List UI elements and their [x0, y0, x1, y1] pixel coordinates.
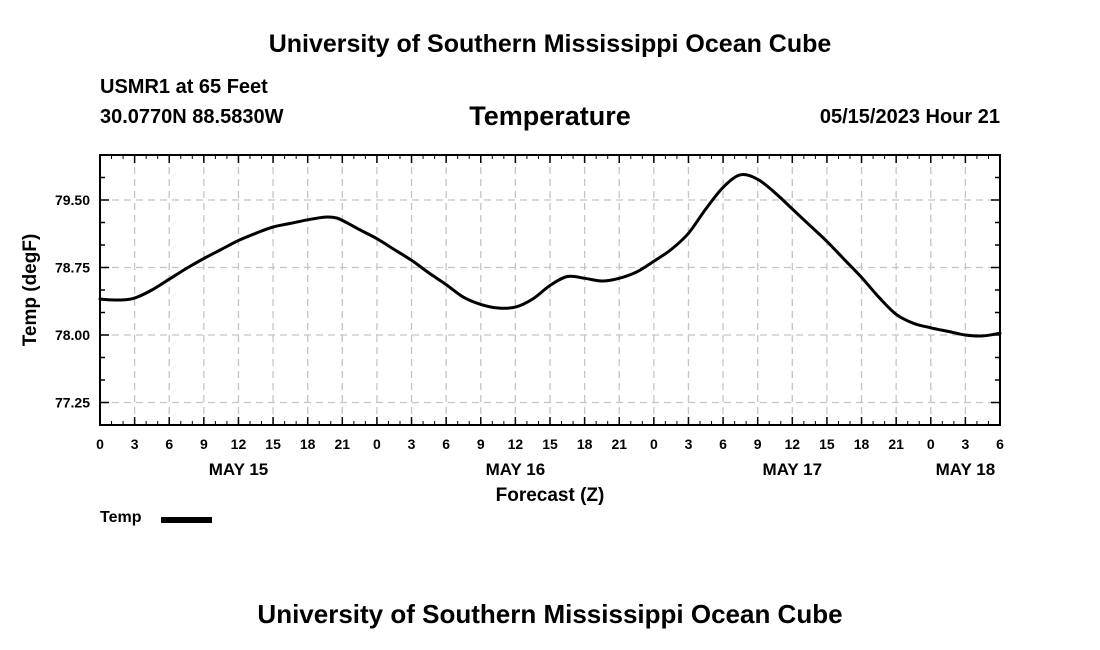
- legend-label: Temp: [100, 509, 142, 526]
- y-tick-label: 77.25: [55, 395, 90, 411]
- y-tick-label: 78.75: [55, 260, 90, 276]
- temp-series-line: [98, 172, 1002, 338]
- y-tick-label: 78.00: [55, 327, 90, 343]
- x-date-label: MAY 15: [209, 460, 269, 479]
- x-tick-label: 12: [231, 436, 247, 452]
- x-tick-label: 6: [996, 436, 1004, 452]
- x-tick-label: 12: [785, 436, 801, 452]
- x-tick-label: 9: [477, 436, 485, 452]
- x-tick-label: 0: [96, 436, 104, 452]
- x-tick-label: 6: [165, 436, 173, 452]
- x-tick-label: 21: [888, 436, 904, 452]
- x-date-label: MAY 18: [936, 460, 996, 479]
- x-tick-label: 21: [335, 436, 351, 452]
- legend-swatch: [161, 517, 212, 523]
- x-tick-label: 9: [754, 436, 762, 452]
- x-tick-label: 12: [508, 436, 524, 452]
- x-tick-label: 15: [542, 436, 558, 452]
- x-tick-label: 6: [719, 436, 727, 452]
- x-date-label: MAY 17: [763, 460, 823, 479]
- station-label: USMR1 at 65 Feet: [100, 76, 268, 98]
- datetime-label: 05/15/2023 Hour 21: [819, 106, 1000, 128]
- x-tick-label: 6: [442, 436, 450, 452]
- x-tick-label: 15: [265, 436, 281, 452]
- x-tick-label: 0: [373, 436, 381, 452]
- x-tick-label: 3: [131, 436, 139, 452]
- x-axis-title: Forecast (Z): [496, 485, 605, 506]
- x-tick-label: 0: [650, 436, 658, 452]
- y-tick-label: 79.50: [55, 192, 90, 208]
- x-tick-label: 3: [961, 436, 969, 452]
- chart-title: Temperature: [469, 101, 631, 131]
- x-tick-label: 3: [408, 436, 416, 452]
- x-tick-label: 9: [200, 436, 208, 452]
- x-tick-label: 3: [685, 436, 693, 452]
- x-tick-label: 18: [577, 436, 593, 452]
- x-tick-label: 21: [611, 436, 627, 452]
- x-tick-label: 18: [854, 436, 870, 452]
- x-date-label: MAY 16: [486, 460, 546, 479]
- x-tick-label: 0: [927, 436, 935, 452]
- y-axis-title: Temp (degF): [20, 234, 41, 347]
- footer-title: University of Southern Mississippi Ocean…: [257, 599, 843, 629]
- chart-header-title: University of Southern Mississippi Ocean…: [268, 30, 832, 58]
- x-tick-label: 15: [819, 436, 835, 452]
- coordinates-label: 30.0770N 88.5830W: [100, 106, 284, 128]
- x-tick-label: 18: [300, 436, 316, 452]
